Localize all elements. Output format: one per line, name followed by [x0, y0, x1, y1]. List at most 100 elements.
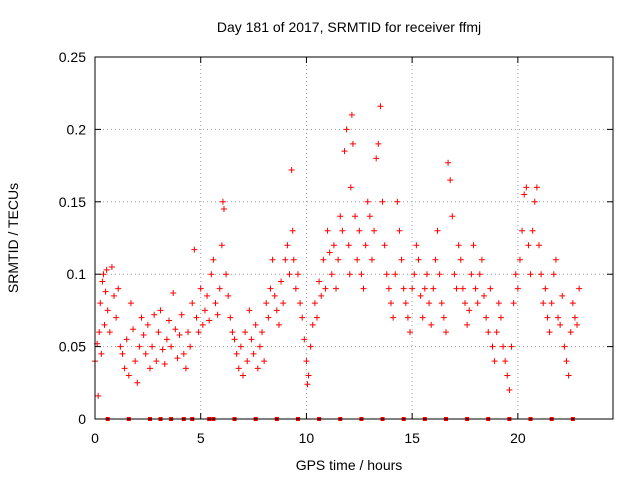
- data-point: [442, 329, 449, 336]
- x-tick-label: 5: [197, 430, 205, 446]
- data-point: [447, 177, 454, 184]
- data-point: [489, 343, 496, 350]
- data-point: [345, 242, 352, 249]
- data-point: [519, 227, 526, 234]
- data-point: [225, 292, 232, 299]
- data-point: [119, 350, 126, 357]
- data-point: [189, 300, 196, 307]
- data-point: [474, 300, 481, 307]
- data-point: [407, 329, 414, 336]
- data-point: [305, 372, 312, 379]
- data-point: [516, 256, 523, 263]
- data-point: [267, 285, 274, 292]
- data-point: [254, 365, 261, 372]
- grid-lines: [95, 57, 613, 419]
- data-point: [301, 336, 308, 343]
- x-tick-label: 15: [404, 430, 420, 446]
- data-point: [316, 278, 323, 285]
- data-point: [161, 360, 168, 367]
- data-point: [379, 198, 386, 205]
- data-point: [400, 285, 407, 292]
- data-point: [337, 213, 344, 220]
- data-point: [364, 198, 371, 205]
- data-point: [512, 271, 519, 278]
- data-point: [220, 206, 227, 213]
- data-point: [525, 242, 532, 249]
- data-point: [103, 266, 110, 273]
- data-point: [377, 103, 384, 110]
- y-axis-label: SRMTID / TECUs: [5, 183, 21, 293]
- data-point: [263, 300, 270, 307]
- data-point: [402, 300, 409, 307]
- data-point: [491, 358, 498, 365]
- data-point: [101, 321, 108, 328]
- x-axis-ticks: 0 5 10 15 20: [91, 57, 526, 446]
- data-point: [356, 227, 363, 234]
- data-point: [453, 285, 460, 292]
- data-point: [495, 300, 502, 307]
- data-point: [304, 381, 311, 388]
- data-point: [569, 300, 576, 307]
- data-point: [536, 242, 542, 249]
- data-point: [504, 372, 511, 379]
- data-point: [206, 317, 213, 324]
- data-point: [113, 314, 120, 321]
- data-point: [326, 249, 333, 256]
- data-point: [117, 343, 124, 350]
- data-point: [244, 358, 251, 365]
- data-point: [282, 256, 289, 263]
- data-point: [411, 271, 418, 278]
- data-point: [358, 271, 365, 278]
- data-point: [419, 314, 426, 321]
- data-point: [265, 314, 272, 321]
- data-point: [349, 140, 356, 147]
- x-tick-label: 20: [510, 430, 526, 446]
- data-point: [436, 271, 443, 278]
- data-point: [168, 343, 175, 350]
- data-point: [248, 336, 255, 343]
- data-point: [483, 314, 490, 321]
- data-point: [430, 285, 437, 292]
- y-tick-label: 0: [78, 411, 86, 427]
- data-point: [546, 329, 553, 336]
- data-point: [413, 242, 420, 249]
- data-point: [371, 227, 378, 234]
- y-tick-label: 0.2: [67, 121, 87, 137]
- data-point: [417, 292, 424, 299]
- data-point: [97, 300, 104, 307]
- data-point: [571, 314, 578, 321]
- data-point: [432, 256, 439, 263]
- data-point: [466, 307, 473, 314]
- data-point: [144, 321, 151, 328]
- data-point: [476, 271, 483, 278]
- data-point: [576, 285, 583, 292]
- data-point: [290, 256, 297, 263]
- data-point: [557, 321, 564, 328]
- data-point: [294, 271, 301, 278]
- data-point: [343, 126, 350, 133]
- data-point: [292, 285, 299, 292]
- data-point: [362, 242, 369, 249]
- x-tick-label: 0: [91, 430, 99, 446]
- data-point: [199, 321, 206, 328]
- data-point: [555, 314, 562, 321]
- data-point: [565, 372, 572, 379]
- data-point: [140, 332, 147, 339]
- data-point: [423, 271, 430, 278]
- data-point: [271, 292, 278, 299]
- data-point: [182, 365, 189, 372]
- data-point: [259, 329, 266, 336]
- data-point: [111, 292, 118, 299]
- data-point: [451, 271, 458, 278]
- data-point: [352, 213, 359, 220]
- data-point: [404, 314, 411, 321]
- data-point: [155, 329, 162, 336]
- data-point: [531, 198, 538, 205]
- data-point: [529, 227, 536, 234]
- data-point: [219, 198, 226, 205]
- data-point: [552, 256, 559, 263]
- data-point: [170, 290, 177, 297]
- data-point: [502, 358, 509, 365]
- chart-title: Day 181 of 2017, SRMTID for receiver ffm…: [217, 19, 481, 35]
